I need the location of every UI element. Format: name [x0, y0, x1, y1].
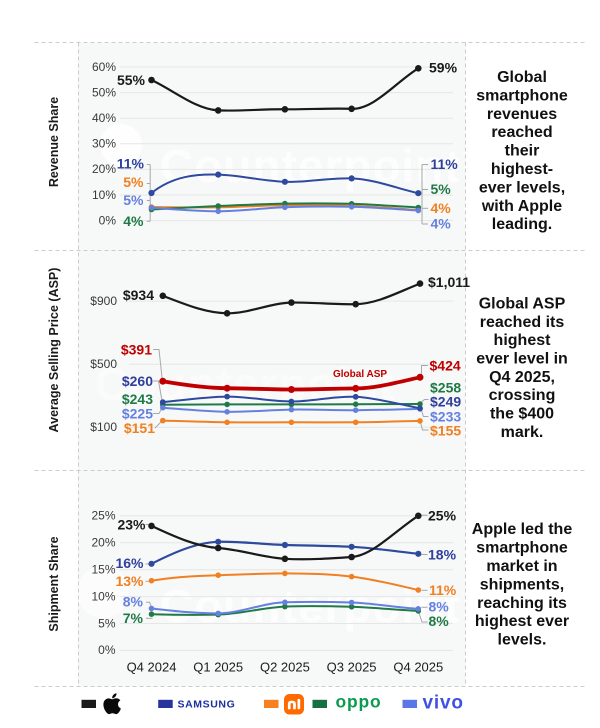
- svg-text:11%: 11%: [431, 156, 459, 172]
- svg-text:5%: 5%: [431, 181, 452, 197]
- svg-text:11%: 11%: [117, 156, 145, 172]
- svg-text:Global ASP: Global ASP: [479, 296, 566, 313]
- svg-text:Q4 2024: Q4 2024: [127, 660, 177, 675]
- svg-text:60%: 60%: [92, 60, 116, 74]
- svg-text:Q4 2025: Q4 2025: [393, 660, 443, 675]
- svg-text:15%: 15%: [91, 563, 115, 577]
- svg-text:13%: 13%: [115, 573, 144, 589]
- svg-text:reached its: reached its: [480, 314, 565, 331]
- svg-text:the $400: the $400: [490, 406, 554, 423]
- svg-text:$243: $243: [122, 391, 153, 407]
- svg-text:$100: $100: [90, 420, 117, 434]
- svg-text:$391: $391: [121, 341, 152, 357]
- svg-text:Q2 2025: Q2 2025: [260, 660, 310, 675]
- svg-text:23%: 23%: [117, 516, 146, 532]
- svg-text:$151: $151: [124, 420, 155, 436]
- svg-text:$934: $934: [123, 287, 154, 303]
- svg-text:highest: highest: [494, 332, 552, 349]
- svg-text:Revenue Share: Revenue Share: [47, 97, 61, 187]
- svg-text:0%: 0%: [99, 213, 117, 227]
- svg-text:18%: 18%: [428, 546, 457, 562]
- svg-text:mark.: mark.: [501, 424, 544, 441]
- svg-text:Global ASP: Global ASP: [333, 369, 387, 380]
- svg-text:highest-: highest-: [491, 161, 553, 178]
- svg-text:smartphone: smartphone: [476, 87, 568, 104]
- svg-text:50%: 50%: [92, 85, 116, 99]
- svg-text:ever levels,: ever levels,: [479, 179, 565, 196]
- svg-text:4%: 4%: [431, 215, 452, 231]
- svg-text:revenues: revenues: [487, 106, 557, 123]
- svg-text:vivo: vivo: [423, 692, 464, 713]
- svg-text:7%: 7%: [123, 610, 144, 626]
- svg-text:20%: 20%: [91, 536, 115, 550]
- svg-text:4%: 4%: [431, 200, 452, 216]
- svg-text:smartphone: smartphone: [476, 540, 568, 557]
- svg-text:5%: 5%: [98, 616, 116, 630]
- svg-text:levels.: levels.: [498, 632, 547, 649]
- svg-text:30%: 30%: [92, 137, 116, 151]
- svg-text:market in: market in: [486, 558, 557, 575]
- svg-text:Global: Global: [497, 69, 547, 86]
- svg-text:Apple led the: Apple led the: [472, 521, 573, 538]
- svg-text:$424: $424: [430, 357, 461, 373]
- svg-text:ever level in: ever level in: [476, 351, 568, 368]
- svg-text:Q1 2025: Q1 2025: [193, 660, 243, 675]
- svg-text:Q4 2025,: Q4 2025,: [489, 369, 555, 386]
- svg-text:$155: $155: [430, 422, 461, 438]
- svg-text:$258: $258: [430, 379, 461, 395]
- svg-text:leading.: leading.: [492, 216, 552, 233]
- svg-text:4%: 4%: [123, 213, 144, 229]
- svg-text:$249: $249: [430, 393, 461, 409]
- svg-text:8%: 8%: [429, 613, 450, 629]
- svg-text:$500: $500: [90, 357, 117, 371]
- svg-text:Average Selling Price (ASP): Average Selling Price (ASP): [47, 268, 61, 433]
- svg-text:8%: 8%: [429, 599, 450, 615]
- svg-text:with Apple: with Apple: [481, 198, 562, 215]
- svg-text:highest ever: highest ever: [475, 613, 569, 630]
- svg-text:8%: 8%: [123, 594, 144, 610]
- svg-text:10%: 10%: [91, 589, 115, 603]
- svg-text:$900: $900: [90, 294, 117, 308]
- svg-text:59%: 59%: [429, 59, 458, 75]
- svg-text:55%: 55%: [117, 72, 146, 88]
- svg-text:0%: 0%: [98, 643, 116, 657]
- svg-text:shipments,: shipments,: [480, 576, 564, 593]
- svg-text:$225: $225: [122, 405, 153, 421]
- svg-text:20%: 20%: [92, 162, 116, 176]
- svg-text:their: their: [505, 143, 540, 160]
- svg-text:$260: $260: [122, 373, 153, 389]
- svg-text:oppo: oppo: [336, 692, 382, 712]
- svg-text:reaching its: reaching its: [477, 595, 567, 612]
- svg-text:25%: 25%: [428, 508, 457, 524]
- svg-text:25%: 25%: [91, 509, 115, 523]
- svg-text:40%: 40%: [92, 111, 116, 125]
- svg-text:Shipment Share: Shipment Share: [47, 536, 61, 631]
- svg-text:Counterpoint: Counterpoint: [95, 358, 396, 410]
- svg-text:5%: 5%: [123, 174, 144, 190]
- svg-text:SAMSUNG: SAMSUNG: [178, 699, 236, 711]
- svg-text:Counterpoint: Counterpoint: [160, 140, 461, 192]
- svg-text:16%: 16%: [115, 555, 144, 571]
- svg-text:Q3 2025: Q3 2025: [327, 660, 377, 675]
- svg-text:10%: 10%: [92, 188, 116, 202]
- svg-text:$233: $233: [430, 409, 461, 425]
- svg-text:reached: reached: [491, 124, 552, 141]
- svg-text:11%: 11%: [429, 582, 457, 598]
- svg-text:5%: 5%: [123, 192, 144, 208]
- svg-text:$1,011: $1,011: [428, 274, 470, 290]
- svg-text:crossing: crossing: [489, 387, 556, 404]
